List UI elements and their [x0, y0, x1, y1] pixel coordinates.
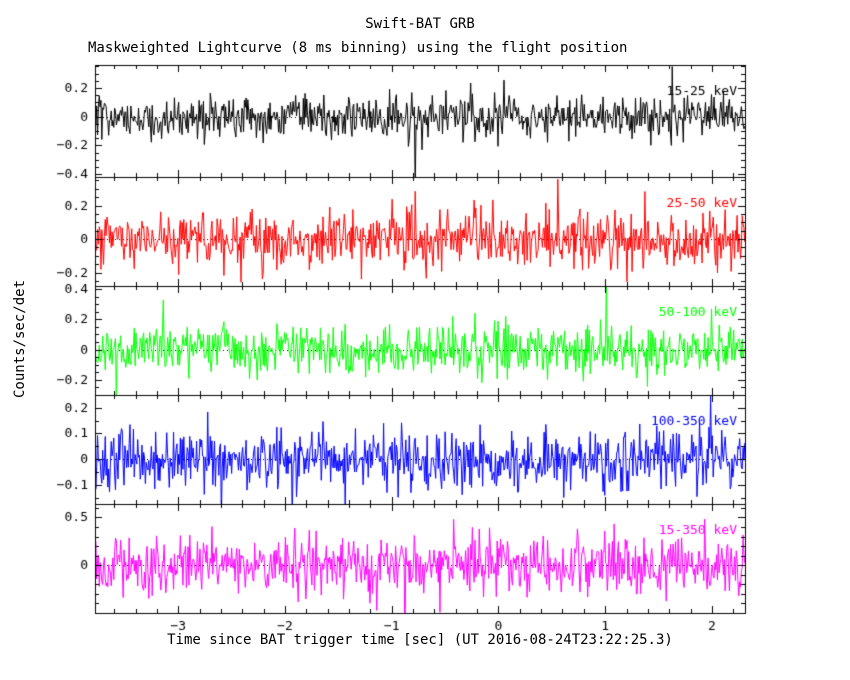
chart-title: Swift-BAT GRB: [365, 16, 475, 32]
x-axis-label: Time since BAT trigger time [sec] (UT 20…: [167, 632, 673, 648]
y-axis-label: Counts/sec/det: [12, 279, 28, 399]
chart-subtitle: Maskweighted Lightcurve (8 ms binning) u…: [88, 40, 628, 56]
